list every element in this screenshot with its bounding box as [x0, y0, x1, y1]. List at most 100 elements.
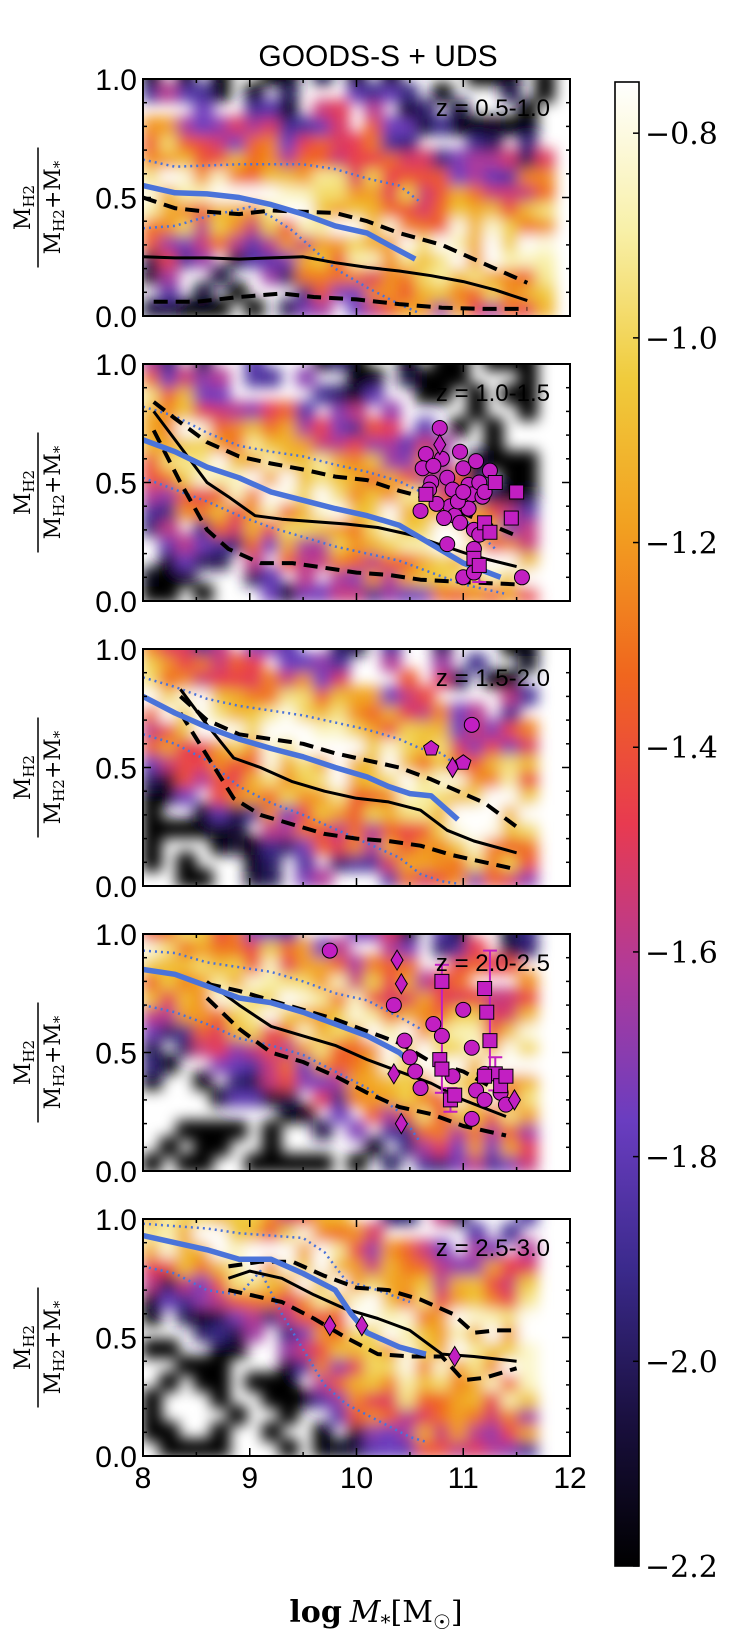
heatmap-cell — [398, 149, 419, 169]
heatmap-cell — [261, 1388, 282, 1409]
heatmap-cell — [500, 583, 521, 601]
heatmap-cell — [449, 1289, 470, 1309]
panel-heatmap-cells — [143, 79, 555, 316]
heatmap-cell — [244, 768, 265, 789]
heatmap-cell — [278, 835, 299, 856]
heatmap-cell — [176, 367, 197, 388]
heatmap-cell — [381, 400, 402, 421]
upper-percentile-line — [143, 195, 529, 285]
heatmap-cell — [193, 1305, 214, 1326]
ylabel-num-main: M — [11, 493, 36, 516]
heatmap-cell — [159, 1438, 180, 1456]
heatmap-cell — [346, 1405, 368, 1426]
heatmap-cell — [415, 367, 436, 388]
heatmap-cell — [500, 719, 521, 739]
heatmap-cell — [159, 550, 180, 571]
heatmap-cell — [449, 868, 470, 886]
heatmap-cell — [398, 987, 419, 1008]
heatmap-cell — [295, 115, 316, 136]
heatmap-cell — [193, 1289, 214, 1309]
heatmap-cell — [500, 198, 521, 219]
heatmap-cell — [449, 1438, 470, 1456]
heatmap-cell — [381, 1255, 402, 1276]
heatmap-cell — [432, 367, 453, 388]
observation-square — [503, 510, 519, 526]
heatmap-cell — [261, 149, 282, 169]
heatmap-cell — [500, 450, 521, 471]
heatmap-cell — [278, 719, 299, 739]
heatmap-cell — [244, 364, 265, 371]
heatmap-cell — [227, 215, 248, 236]
heatmap-cell — [227, 400, 248, 421]
heatmap-cell — [143, 1153, 163, 1171]
heatmap-cell — [346, 851, 368, 872]
heatmap-cell — [398, 1239, 419, 1260]
heatmap-cell — [312, 1438, 333, 1456]
colorbar-tick-label: −1.6 — [645, 936, 718, 971]
heatmap-cell — [517, 1305, 538, 1326]
colorbar-ticks: −0.8 −1.0 −1.2 −1.4 −1.6 −1.8 −2.0 −2.2 — [633, 117, 718, 1585]
heatmap-cell — [159, 719, 180, 739]
heatmap-cell — [449, 970, 470, 991]
heatmap-cell — [517, 987, 538, 1008]
heatmap-cell — [415, 1136, 436, 1157]
heatmap-cell — [329, 265, 351, 286]
heatmap-cell — [364, 702, 385, 723]
heatmap-cell — [143, 1405, 163, 1426]
observation-square — [418, 486, 434, 502]
heatmap-cell — [244, 99, 265, 120]
heatmap-cell — [466, 785, 487, 806]
heatmap-cell — [193, 215, 214, 236]
heatmap-cell — [517, 99, 538, 120]
heatmap-cell — [159, 735, 180, 756]
heatmap-cell — [244, 1070, 265, 1091]
observation-diamond — [448, 1345, 462, 1368]
heatmap-cell — [143, 669, 163, 690]
heatmap-cell — [432, 165, 453, 186]
heatmap-cell — [415, 583, 436, 601]
heatmap-cell — [312, 1372, 333, 1392]
heatmap-cell — [295, 785, 316, 806]
heatmap-cell — [432, 1438, 453, 1456]
heatmap-cell — [193, 868, 214, 886]
heatmap-cell — [432, 669, 453, 690]
x-tick-label: 10 — [340, 1462, 373, 1495]
heatmap-cell — [295, 685, 316, 706]
heatmap-cell — [329, 417, 351, 438]
heatmap-cell — [143, 232, 163, 252]
heatmap-cell — [227, 1053, 248, 1074]
heatmap-cell — [449, 198, 470, 219]
heatmap-cell — [466, 198, 487, 219]
heatmap-cell — [398, 818, 419, 839]
observation-circle — [468, 453, 485, 470]
x-tick-label: 8 — [135, 1462, 152, 1495]
heatmap-cell — [329, 1222, 351, 1243]
x-axis-label-m: M — [349, 1595, 382, 1630]
y-axis-label-numerator: MH2 — [11, 1040, 38, 1085]
heatmap-cell — [261, 1153, 282, 1171]
heatmap-cell — [517, 937, 538, 958]
heatmap-cell — [159, 954, 180, 975]
heatmap-cell — [261, 265, 282, 286]
heatmap-cell — [278, 1405, 299, 1426]
heatmap-cell — [432, 1421, 453, 1442]
observation-circle — [385, 997, 402, 1014]
heatmap-cell — [415, 115, 436, 136]
ylabel-den-b-sub: * — [50, 445, 68, 453]
heatmap-cell — [483, 954, 504, 975]
heatmap-cell — [415, 248, 436, 269]
heatmap-cell — [176, 649, 197, 656]
heatmap-cell — [244, 719, 265, 739]
heatmap-cell — [432, 1219, 453, 1226]
heatmap-cell — [261, 132, 282, 153]
heatmap-cell — [193, 281, 214, 302]
heatmap-cell — [517, 467, 538, 488]
heatmap-cell — [176, 1120, 197, 1141]
heatmap-cell — [534, 298, 555, 316]
heatmap-cell — [449, 1153, 470, 1171]
heatmap-cell — [398, 752, 419, 773]
heatmap-cell — [329, 702, 351, 723]
heatmap-cell — [278, 165, 299, 186]
heatmap-cell — [295, 937, 316, 958]
